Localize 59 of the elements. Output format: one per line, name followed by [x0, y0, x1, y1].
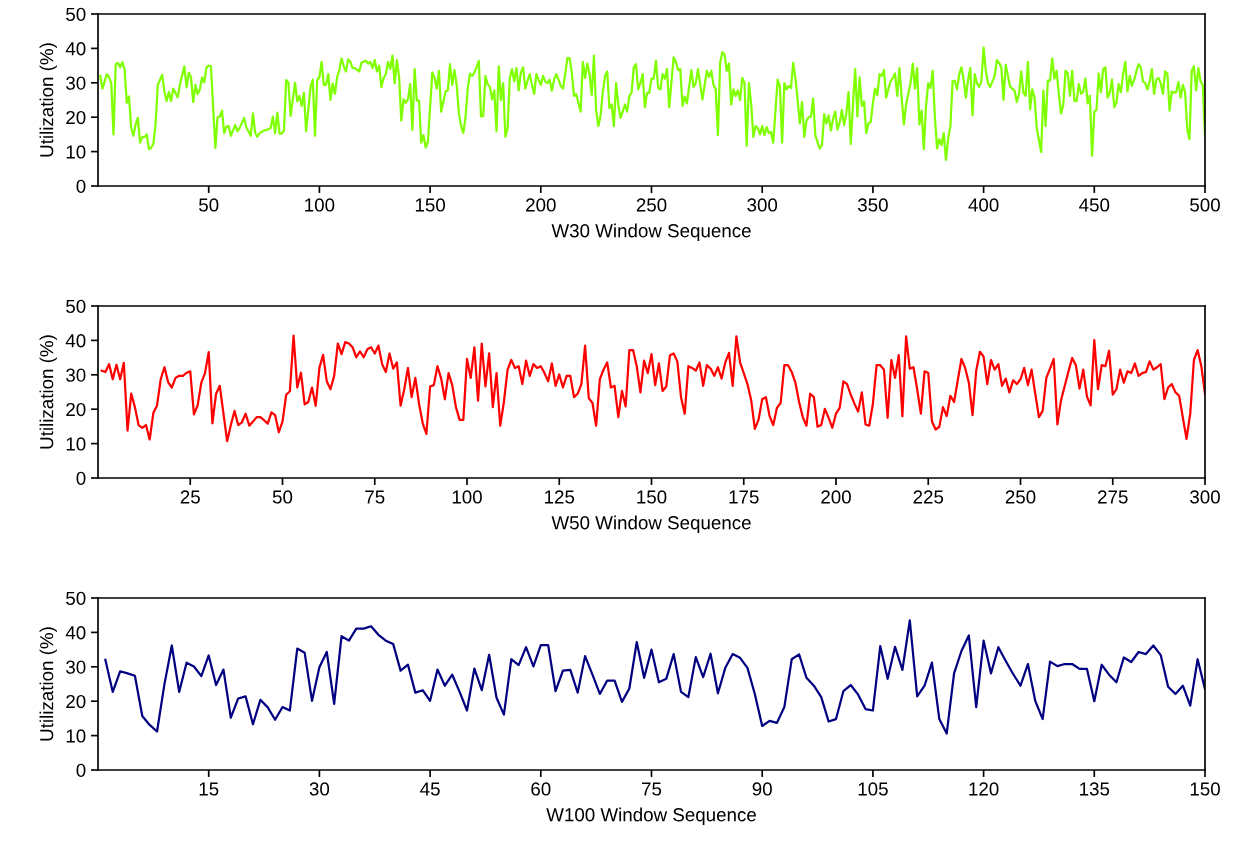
- y-tick-label: 10: [66, 145, 86, 159]
- x-tick-label: 100: [305, 198, 335, 212]
- x-tick-label: 120: [969, 782, 999, 796]
- x-tick-label: 450: [1079, 198, 1110, 212]
- y-tick-label: 20: [66, 694, 86, 709]
- x-tick-label: 150: [415, 198, 446, 212]
- y-tick-label: 0: [76, 471, 86, 485]
- x-tick-label: 175: [729, 490, 759, 504]
- y-axis-title: Utilization (%): [39, 627, 57, 741]
- x-tick-label: 275: [1098, 490, 1128, 504]
- x-tick-label: 150: [1190, 782, 1220, 796]
- y-tick-label: 0: [76, 179, 86, 193]
- x-tick-label: 105: [858, 782, 888, 796]
- y-tick-label: 10: [66, 437, 86, 451]
- line-series: [99, 46, 1205, 161]
- x-tick-label: 45: [420, 782, 440, 796]
- x-axis-title: W50 Window Sequence: [551, 515, 751, 534]
- y-axis-title: Utilization (%): [39, 335, 57, 449]
- x-tick-label: 30: [309, 782, 330, 796]
- y-tick-label: 20: [66, 402, 86, 417]
- x-tick-label: 50: [272, 490, 293, 504]
- x-axis-title: W100 Window Sequence: [546, 807, 756, 826]
- y-tick-label: 40: [65, 626, 86, 640]
- line-series: [104, 619, 1205, 735]
- y-tick-label: 40: [65, 42, 86, 56]
- y-tick-label: 50: [66, 299, 86, 313]
- x-tick-label: 75: [365, 490, 385, 504]
- x-tick-label: 100: [452, 490, 482, 504]
- x-tick-label: 200: [821, 490, 851, 504]
- x-tick-label: 25: [180, 490, 200, 504]
- x-tick-label: 400: [968, 198, 999, 212]
- x-tick-label: 300: [747, 198, 778, 212]
- x-axis-title: W30 Window Sequence: [551, 223, 751, 242]
- y-tick-label: 0: [76, 763, 86, 777]
- y-tick-label: 10: [66, 729, 86, 743]
- x-tick-label: 15: [199, 782, 219, 796]
- x-tick-label: 50: [199, 198, 219, 212]
- x-tick-label: 125: [545, 490, 575, 504]
- x-tick-label: 250: [1005, 490, 1036, 504]
- y-tick-label: 30: [66, 660, 86, 674]
- x-tick-label: 250: [636, 198, 667, 212]
- x-tick-label: 60: [531, 782, 551, 796]
- x-tick-label: 300: [1190, 490, 1220, 504]
- line-series: [100, 334, 1205, 443]
- y-tick-label: 50: [66, 7, 86, 21]
- y-axis-title: Utilization (%): [39, 43, 57, 157]
- x-tick-label: 200: [526, 198, 556, 212]
- y-tick-label: 40: [65, 334, 86, 348]
- x-tick-label: 90: [752, 782, 772, 796]
- y-tick-label: 50: [66, 591, 86, 605]
- y-tick-label: 20: [66, 110, 86, 125]
- x-tick-label: 150: [637, 490, 667, 504]
- x-tick-label: 135: [1080, 782, 1110, 796]
- y-tick-label: 30: [66, 368, 86, 382]
- x-tick-label: 350: [857, 198, 888, 212]
- x-tick-label: 500: [1190, 198, 1220, 212]
- y-tick-label: 30: [66, 76, 86, 90]
- x-tick-label: 75: [642, 782, 662, 796]
- x-tick-label: 225: [913, 490, 944, 504]
